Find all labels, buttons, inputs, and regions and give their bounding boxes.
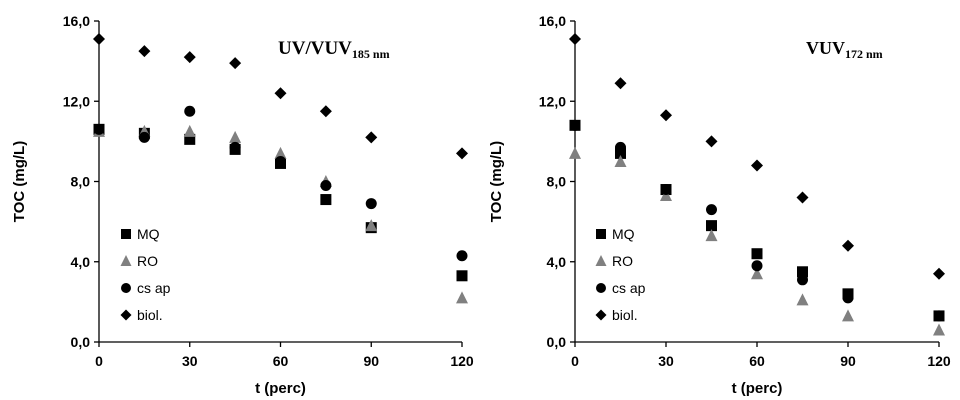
data-point <box>457 270 468 281</box>
data-point <box>934 310 945 321</box>
legend-label: biol. <box>137 307 163 323</box>
data-point <box>843 292 854 303</box>
legend-marker <box>596 229 606 239</box>
data-point <box>457 250 468 261</box>
data-point <box>706 135 718 147</box>
x-tick-label: 120 <box>927 353 951 369</box>
data-point <box>138 45 150 57</box>
data-point <box>275 156 286 167</box>
series-ro <box>93 125 468 304</box>
y-tick-label: 12,0 <box>539 93 566 109</box>
legend-marker <box>596 255 607 266</box>
chart-title: VUV172 nm <box>806 38 883 61</box>
data-point <box>366 198 377 209</box>
legend-marker <box>596 283 606 293</box>
chart-panel-2: 0,0 4,0 8,0 12,0 16,0 0 30 60 90 120 t (perc) TOC (… <box>488 13 951 397</box>
data-point <box>797 274 808 285</box>
y-tick-label: 4,0 <box>71 254 91 270</box>
data-point <box>751 159 763 171</box>
data-point <box>94 124 105 135</box>
x-tick-label: 30 <box>182 353 198 369</box>
legend-marker <box>121 255 132 266</box>
data-point <box>229 131 241 143</box>
legend-label: RO <box>612 253 633 269</box>
y-tick-label: 16,0 <box>539 13 566 29</box>
legend-label: biol. <box>612 307 638 323</box>
data-point <box>933 323 945 335</box>
data-point <box>320 180 331 191</box>
data-point <box>184 106 195 117</box>
x-axis-title: t (perc) <box>255 380 306 397</box>
data-point <box>275 87 287 99</box>
data-point <box>660 109 672 121</box>
chart-title-main: UV/VUV <box>278 38 352 59</box>
data-point <box>365 131 377 143</box>
x-tick-label: 0 <box>95 353 103 369</box>
legend-marker <box>121 229 131 239</box>
x-tick-label: 60 <box>749 353 765 369</box>
data-point <box>569 147 581 159</box>
data-point <box>184 51 196 63</box>
y-tick-label: 0,0 <box>547 334 567 350</box>
y-axis-title: TOC (mg/L) <box>11 141 28 222</box>
x-tick-label: 90 <box>363 353 379 369</box>
data-point <box>797 293 809 305</box>
chart-title-subscript: 172 nm <box>845 47 883 61</box>
data-point <box>456 147 468 159</box>
chart-title-subscript: 185 nm <box>352 47 390 61</box>
legend: MQ RO cs ap biol. <box>596 226 646 323</box>
chart-title-main: VUV <box>806 38 845 58</box>
legend-label: MQ <box>612 226 635 242</box>
y-tick-label: 12,0 <box>63 93 90 109</box>
data-point <box>569 33 581 45</box>
y-tick-label: 8,0 <box>71 174 91 190</box>
data-point <box>661 184 672 195</box>
data-point <box>842 309 854 321</box>
legend-label: MQ <box>137 226 160 242</box>
data-point <box>229 57 241 69</box>
data-point <box>570 120 581 131</box>
data-point <box>184 125 196 137</box>
data-point <box>706 204 717 215</box>
y-tick-label: 8,0 <box>547 174 567 190</box>
data-point <box>752 260 763 271</box>
legend-label: cs ap <box>612 280 646 296</box>
legend: MQ RO cs ap biol. <box>121 226 171 323</box>
chart-title: UV/VUV185 nm <box>278 38 390 61</box>
legend-label: cs ap <box>137 280 171 296</box>
data-point <box>456 291 468 303</box>
x-tick-label: 120 <box>450 353 474 369</box>
x-tick-label: 30 <box>658 353 674 369</box>
y-axis-title: TOC (mg/L) <box>488 141 505 222</box>
data-point <box>139 132 150 143</box>
y-tick-label: 16,0 <box>63 13 90 29</box>
data-point <box>752 248 763 259</box>
data-point <box>230 142 241 153</box>
data-point <box>615 77 627 89</box>
y-tick-label: 0,0 <box>71 334 91 350</box>
x-axis-title: t (perc) <box>732 380 783 397</box>
data-point <box>933 268 945 280</box>
data-point <box>797 192 809 204</box>
legend-marker <box>596 310 607 321</box>
legend-marker <box>121 310 132 321</box>
x-tick-label: 60 <box>273 353 289 369</box>
data-point <box>93 33 105 45</box>
data-point <box>615 142 626 153</box>
legend-label: RO <box>137 253 158 269</box>
data-point <box>320 194 331 205</box>
x-tick-label: 0 <box>571 353 579 369</box>
data-point <box>320 105 332 117</box>
y-tick-label: 4,0 <box>547 254 567 270</box>
x-tick-label: 90 <box>840 353 856 369</box>
data-point <box>842 240 854 252</box>
chart-panel-1: 0,0 4,0 8,0 12,0 16,0 0 30 60 90 120 t (perc) TOC (… <box>11 13 474 397</box>
legend-marker <box>121 283 131 293</box>
